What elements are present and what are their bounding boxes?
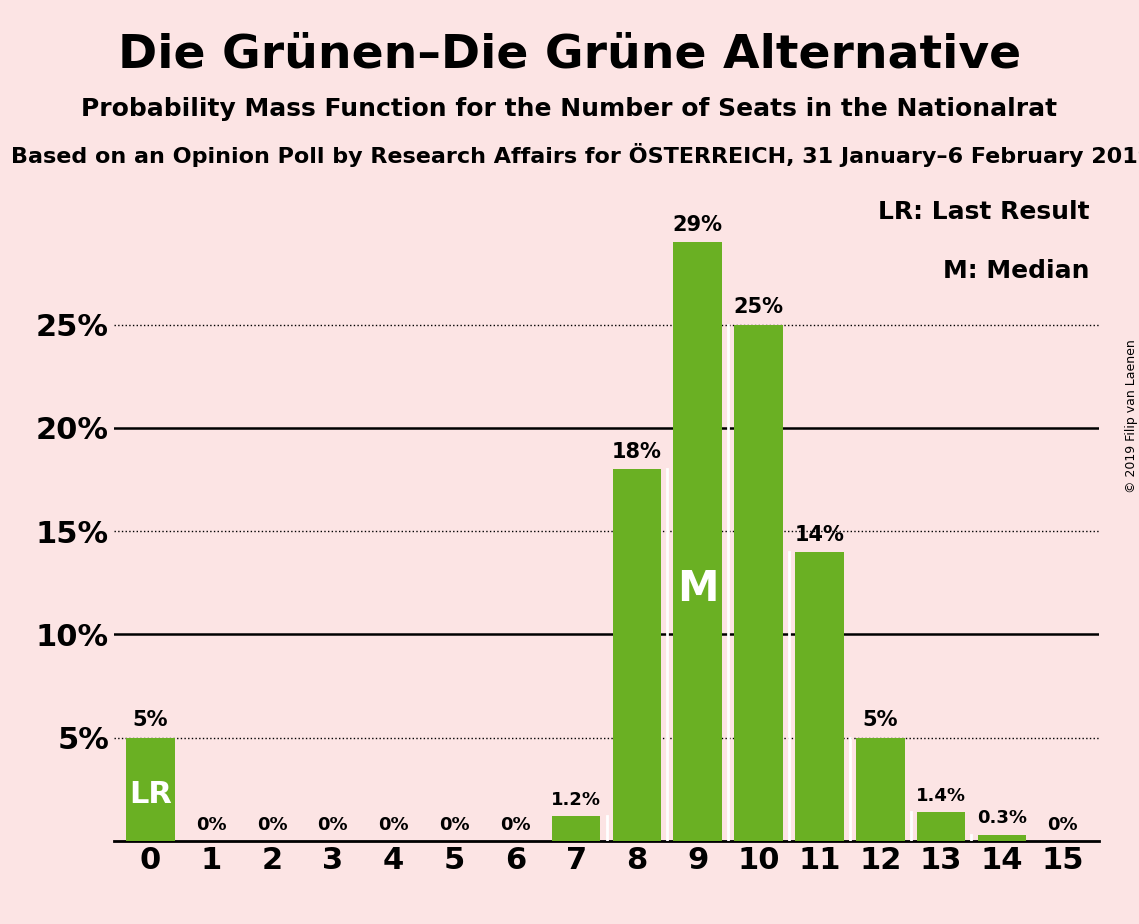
Bar [917, 812, 966, 841]
Bar [551, 816, 600, 841]
Text: M: Median: M: Median [943, 260, 1089, 284]
Text: 0%: 0% [440, 816, 469, 833]
Text: 25%: 25% [734, 298, 784, 318]
Text: 0%: 0% [500, 816, 531, 833]
Text: Die Grünen–Die Grüne Alternative: Die Grünen–Die Grüne Alternative [118, 32, 1021, 78]
Text: 0%: 0% [1048, 816, 1077, 833]
Text: 0%: 0% [378, 816, 409, 833]
Text: 5%: 5% [132, 711, 169, 730]
Bar [977, 834, 1026, 841]
Text: LR: LR [129, 780, 172, 808]
Bar [613, 469, 662, 841]
Text: 29%: 29% [673, 215, 723, 235]
Text: 5%: 5% [862, 711, 898, 730]
Text: 18%: 18% [612, 442, 662, 462]
Text: 0.3%: 0.3% [977, 809, 1027, 827]
Bar [735, 324, 782, 841]
Text: 0%: 0% [318, 816, 349, 833]
Bar [855, 737, 904, 841]
Text: 1.2%: 1.2% [551, 791, 601, 808]
Bar [126, 737, 174, 841]
Text: 0%: 0% [196, 816, 227, 833]
Text: 0%: 0% [256, 816, 287, 833]
Text: LR: Last Result: LR: Last Result [878, 200, 1089, 224]
Text: Based on an Opinion Poll by Research Affairs for ÖSTERREICH, 31 January–6 Februa: Based on an Opinion Poll by Research Aff… [11, 143, 1139, 167]
Bar [795, 552, 844, 841]
Text: Probability Mass Function for the Number of Seats in the Nationalrat: Probability Mass Function for the Number… [81, 97, 1058, 121]
Text: M: M [677, 568, 719, 611]
Text: 1.4%: 1.4% [916, 786, 966, 805]
Text: © 2019 Filip van Laenen: © 2019 Filip van Laenen [1124, 339, 1138, 492]
Bar [673, 242, 722, 841]
Text: 14%: 14% [794, 525, 844, 544]
